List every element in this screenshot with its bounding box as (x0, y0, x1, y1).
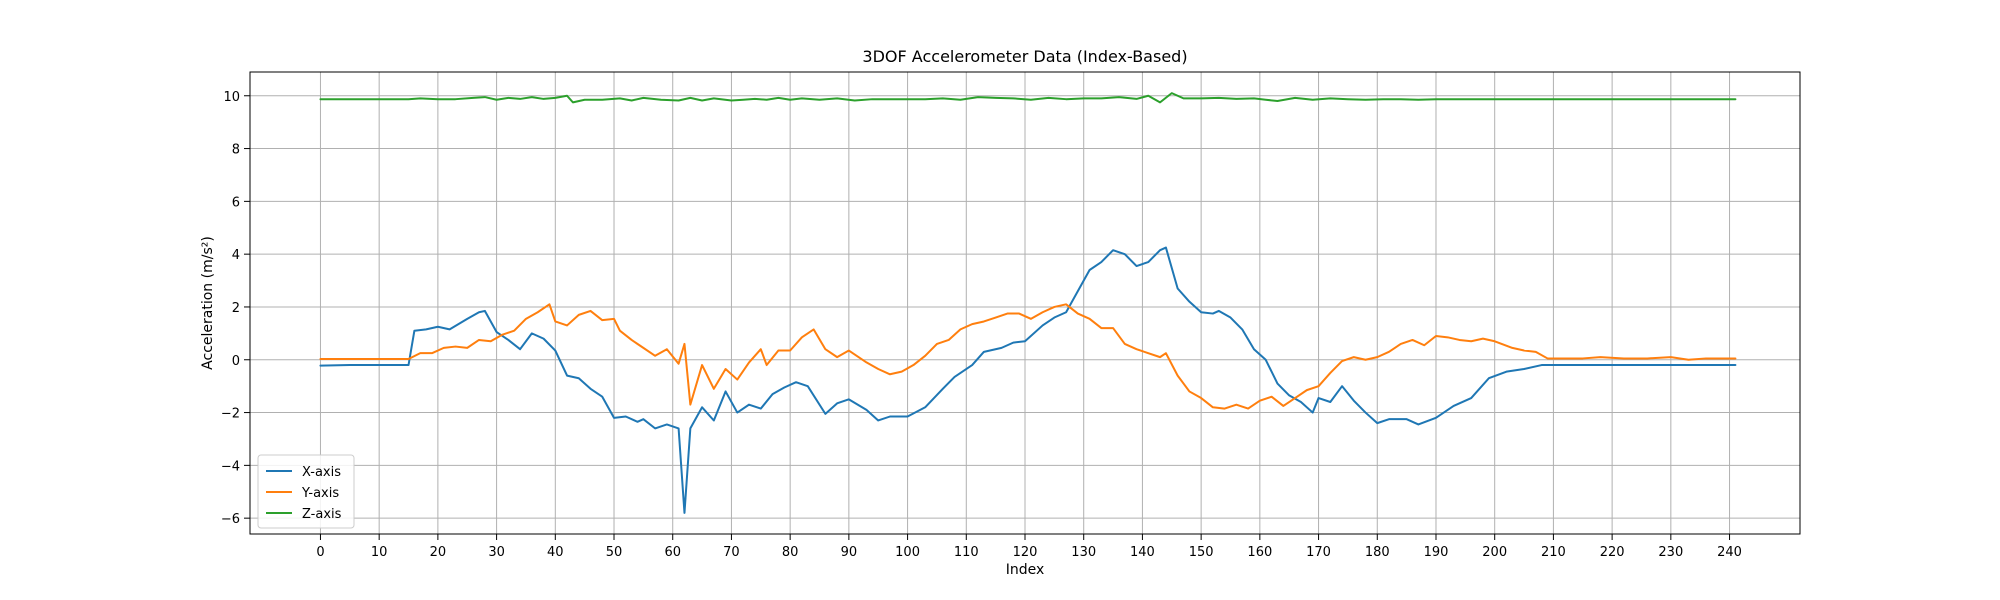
x-tick-label: 240 (1717, 545, 1742, 560)
grid-lines (250, 72, 1800, 534)
chart-title: 3DOF Accelerometer Data (Index-Based) (862, 47, 1187, 66)
series-line-y-axis (319, 303, 1737, 410)
x-tick-label: 10 (371, 545, 388, 560)
x-tick-label: 130 (1071, 545, 1096, 560)
x-tick-label: 170 (1306, 545, 1331, 560)
x-tick-label: 180 (1365, 545, 1390, 560)
x-tick-label: 50 (606, 545, 623, 560)
y-tick-label: 2 (232, 301, 240, 316)
y-tick-label: −2 (221, 407, 240, 422)
legend: X-axis Y-axis Z-axis (257, 454, 355, 529)
x-tick-label: 160 (1247, 545, 1272, 560)
y-tick-label: 8 (232, 143, 240, 158)
x-tick-label: 210 (1541, 545, 1566, 560)
y-tick-label: 0 (232, 354, 240, 369)
x-tick-label: 200 (1482, 545, 1507, 560)
y-tick-label: −4 (221, 459, 240, 474)
series-line-x-axis (319, 246, 1737, 514)
x-tick-label: 0 (316, 545, 324, 560)
y-tick-label: 10 (223, 90, 240, 105)
x-tick-label: 60 (664, 545, 681, 560)
legend-label: X-axis (302, 465, 341, 480)
x-tick-label: 40 (547, 545, 564, 560)
y-tick-label: 6 (232, 195, 240, 210)
x-tick-label: 220 (1600, 545, 1625, 560)
series-line-z-axis (319, 92, 1737, 104)
x-tick-label: 110 (954, 545, 979, 560)
y-tick-label: 4 (232, 248, 240, 263)
series-layer (319, 92, 1737, 514)
x-tick-label: 100 (895, 545, 920, 560)
legend-label: Y-axis (301, 486, 339, 501)
x-tick-label: 70 (723, 545, 740, 560)
y-axis: −6 −4 −2 0 2 4 6 8 10 (221, 90, 250, 527)
x-tick-label: 140 (1130, 545, 1155, 560)
x-tick-label: 150 (1189, 545, 1214, 560)
x-tick-label: 20 (430, 545, 447, 560)
legend-box (257, 454, 355, 529)
x-tick-label: 230 (1658, 545, 1683, 560)
x-axis: 0 10 20 30 40 50 60 70 80 90 100 110 120 130 140 150 160… (316, 534, 1742, 560)
x-tick-label: 120 (1013, 545, 1038, 560)
x-tick-label: 80 (782, 545, 799, 560)
x-tick-label: 90 (841, 545, 858, 560)
x-tick-label: 30 (488, 545, 505, 560)
legend-label: Z-axis (302, 507, 342, 522)
x-tick-label: 190 (1424, 545, 1449, 560)
x-axis-label: Index (1006, 562, 1045, 578)
y-axis-label: Acceleration (m/s²) (200, 236, 216, 370)
y-tick-label: −6 (221, 512, 240, 527)
